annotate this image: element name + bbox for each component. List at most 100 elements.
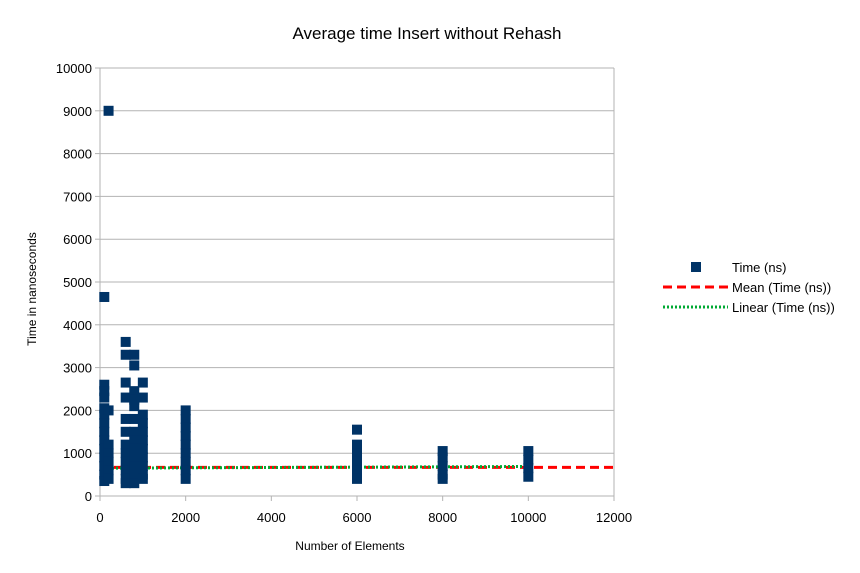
data-point — [103, 456, 114, 467]
data-point — [137, 377, 148, 388]
data-point — [99, 426, 110, 437]
data-point — [129, 478, 140, 489]
data-point — [352, 473, 362, 484]
y-tick-label: 4000 — [63, 318, 92, 333]
data-point — [120, 349, 131, 360]
data-point — [180, 439, 191, 450]
x-tick-label: 12000 — [596, 510, 632, 525]
data-point — [352, 465, 362, 476]
data-point — [120, 439, 131, 450]
data-point — [129, 469, 140, 480]
data-point — [129, 386, 140, 397]
data-point — [120, 392, 131, 403]
y-tick-label: 8000 — [63, 147, 92, 162]
x-axis-ticks: 0 2000 4000 6000 8000 10000 12000 — [96, 496, 632, 525]
legend-label-time: Time (ns) — [732, 260, 786, 275]
data-point — [129, 413, 140, 424]
data-point — [103, 448, 114, 459]
legend-label-linear: Linear (Time (ns)) — [732, 300, 835, 315]
x-tick-label: 10000 — [510, 510, 546, 525]
legend-marker-time — [691, 262, 701, 272]
x-tick-label: 4000 — [257, 510, 286, 525]
data-point — [103, 405, 114, 416]
data-point — [137, 435, 148, 446]
data-point — [137, 473, 148, 484]
linear-trend-line — [99, 464, 529, 470]
data-point — [180, 431, 191, 442]
data-point — [180, 456, 191, 467]
y-tick-label: 0 — [85, 489, 92, 504]
data-point — [99, 386, 110, 397]
legend: Time (ns) Mean (Time (ns)) Linear (Time … — [663, 260, 835, 315]
data-point — [120, 448, 131, 459]
data-point — [129, 435, 140, 446]
series-points — [99, 105, 534, 489]
data-point — [180, 473, 191, 484]
data-point — [129, 461, 140, 472]
data-point — [99, 379, 110, 390]
data-point — [180, 465, 191, 476]
data-point — [437, 452, 448, 463]
data-point — [137, 418, 148, 429]
data-point — [129, 349, 140, 360]
data-point — [120, 413, 131, 424]
x-tick-label: 8000 — [428, 510, 457, 525]
y-tick-label: 3000 — [63, 361, 92, 376]
y-tick-label: 10000 — [56, 61, 92, 76]
x-tick-label: 0 — [96, 510, 103, 525]
y-tick-label: 9000 — [63, 104, 92, 119]
data-point — [437, 461, 448, 472]
data-point — [523, 454, 534, 465]
y-axis-ticks: 0 1000 2000 3000 4000 5000 6000 7000 8000 9000 100… — [56, 61, 100, 504]
data-point — [120, 456, 131, 467]
data-point — [137, 426, 148, 437]
y-axis-label: Time in nanoseconds — [25, 232, 39, 346]
data-point — [352, 448, 362, 459]
data-point — [129, 394, 140, 405]
data-point — [103, 439, 114, 450]
x-axis-label: Number of Elements — [295, 539, 404, 553]
data-point — [120, 465, 131, 476]
data-point — [99, 418, 110, 429]
data-point — [129, 443, 140, 454]
data-point — [180, 422, 191, 433]
data-point — [180, 405, 191, 416]
y-tick-label: 7000 — [63, 189, 92, 204]
data-point — [103, 473, 114, 484]
data-point — [137, 409, 148, 420]
data-point — [99, 291, 110, 302]
data-point — [137, 452, 148, 463]
x-tick-label: 2000 — [171, 510, 200, 525]
data-point — [120, 478, 131, 489]
data-point — [352, 424, 362, 435]
data-point — [437, 473, 448, 484]
data-point — [103, 465, 114, 476]
data-point — [523, 471, 534, 482]
data-point — [129, 401, 140, 412]
legend-label-mean: Mean (Time (ns)) — [732, 280, 831, 295]
data-point — [137, 392, 148, 403]
data-point — [120, 426, 131, 437]
y-tick-label: 5000 — [63, 275, 92, 290]
data-point — [99, 392, 110, 403]
x-tick-label: 6000 — [343, 510, 372, 525]
data-point — [137, 461, 148, 472]
data-point — [352, 439, 362, 450]
data-point — [120, 336, 131, 347]
data-point — [180, 448, 191, 459]
y-tick-label: 1000 — [63, 446, 92, 461]
data-point — [120, 377, 131, 388]
data-point — [523, 446, 534, 457]
data-point — [180, 413, 191, 424]
data-point — [129, 426, 140, 437]
chart-title: Average time Insert without Rehash — [293, 24, 562, 43]
y-tick-label: 6000 — [63, 232, 92, 247]
data-point — [437, 446, 448, 457]
data-point — [523, 463, 534, 474]
data-point — [129, 452, 140, 463]
data-point — [129, 360, 140, 371]
data-point — [352, 456, 362, 467]
y-tick-label: 2000 — [63, 403, 92, 418]
data-point — [103, 105, 114, 116]
